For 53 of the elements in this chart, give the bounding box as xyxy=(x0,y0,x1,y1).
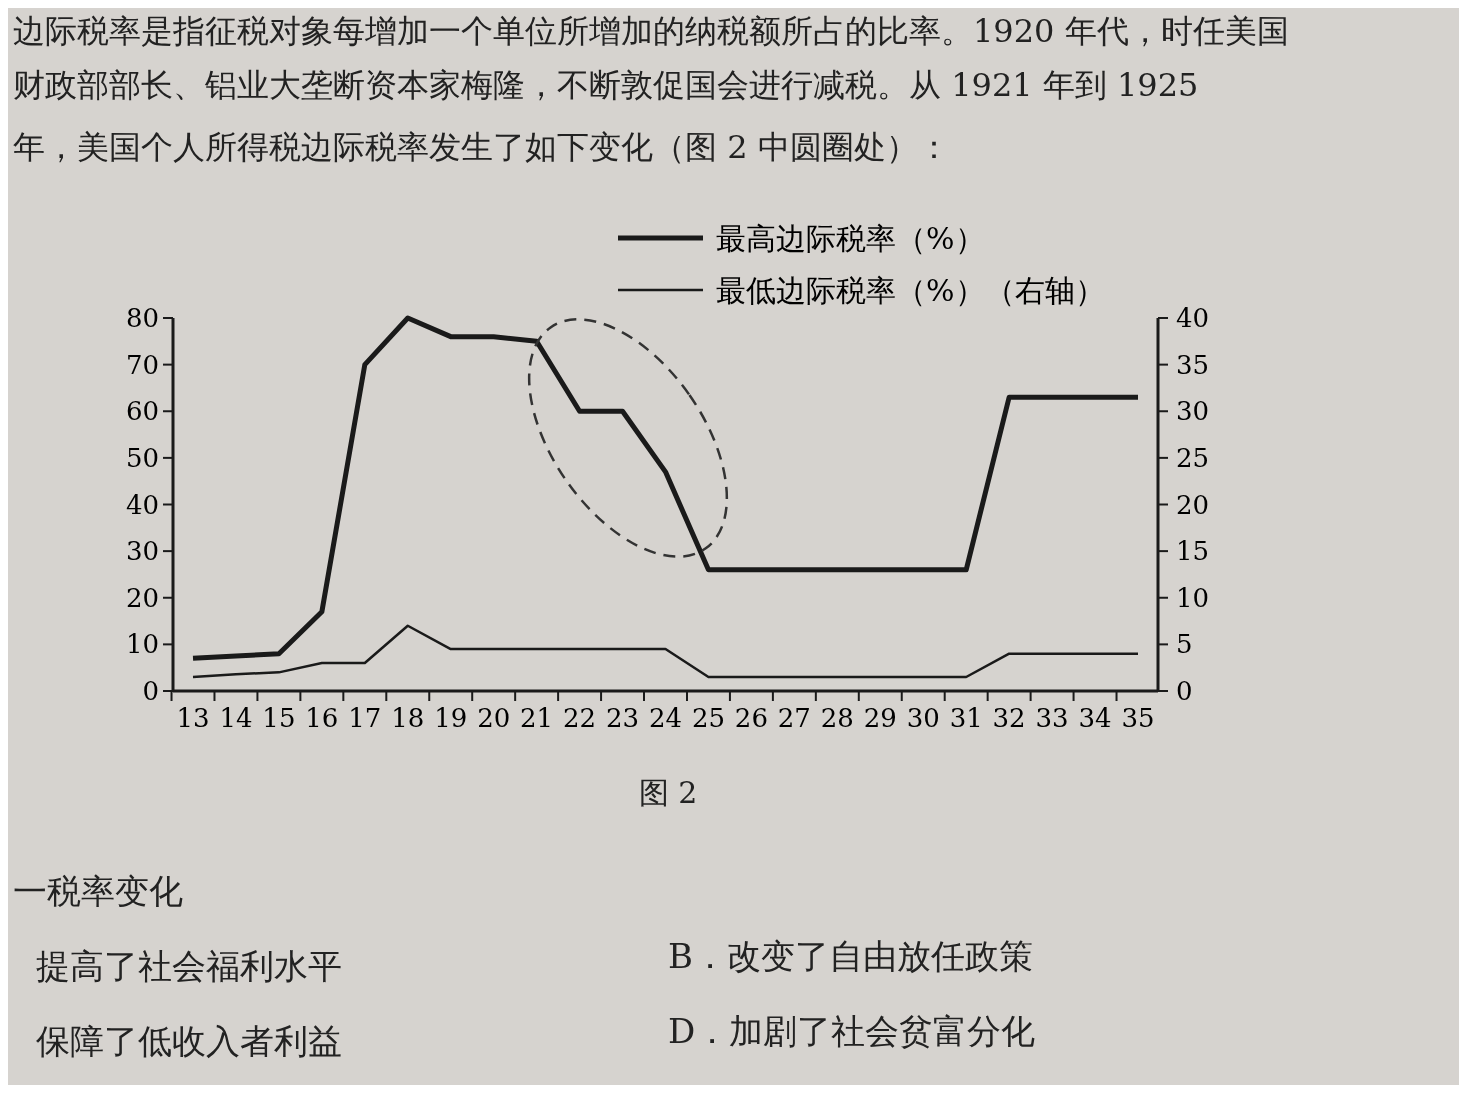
x-tick-label: 13 xyxy=(176,703,210,733)
y2-tick-label: 40 xyxy=(1176,303,1210,334)
y2-tick-label: 15 xyxy=(1176,536,1210,567)
y-tick-label: 70 xyxy=(125,349,159,380)
x-tick-label: 14 xyxy=(219,703,253,733)
y-tick-label: 10 xyxy=(125,629,159,660)
text: D．加剧了社会贫富分化 xyxy=(668,1011,1036,1051)
text: 边际税率是指征税对象每增加一个单位所增加的纳税额所占的比率。1920 年代，时任美国 xyxy=(13,12,1289,50)
x-tick-label: 22 xyxy=(563,703,597,733)
text: 年，美国个人所得税边际税率发生了如下变化（图 2 中圆圈处）： xyxy=(13,128,950,166)
x-tick-label: 21 xyxy=(520,703,554,733)
y-tick-label: 60 xyxy=(125,396,159,427)
x-tick-label: 18 xyxy=(391,703,425,733)
line-series xyxy=(191,624,1140,679)
y-tick-label: 80 xyxy=(125,303,159,334)
y-tick-label: 50 xyxy=(125,442,159,473)
x-tick-label: 17 xyxy=(348,703,382,733)
x-tick-label: 26 xyxy=(734,703,768,733)
x-tick-label: 34 xyxy=(1078,703,1112,733)
x-tick-label: 24 xyxy=(648,703,683,733)
x-tick-label: 19 xyxy=(434,703,468,733)
x-tick-label: 23 xyxy=(606,703,640,733)
y2-tick-label: 10 xyxy=(1176,582,1210,613)
text: 保障了低收入者利益 xyxy=(36,1021,342,1061)
y2-tick-label: 0 xyxy=(1176,676,1193,707)
legend-label: 最高边际税率（%） xyxy=(716,220,985,256)
x-tick-label: 20 xyxy=(477,703,511,733)
y-tick-label: 40 xyxy=(125,489,159,520)
y-tick-label: 20 xyxy=(125,582,159,613)
x-tick-label: 27 xyxy=(777,703,811,733)
x-tick-label: 29 xyxy=(863,703,897,733)
y2-tick-label: 5 xyxy=(1176,629,1193,660)
y-tick-label: 0 xyxy=(142,676,159,707)
caption: 图 2 xyxy=(638,775,698,810)
x-tick-label: 35 xyxy=(1121,703,1155,733)
legend-label: 最低边际税率（%）（右轴） xyxy=(716,272,1105,308)
x-tick-label: 31 xyxy=(949,703,983,733)
text: B．改变了自由放任政策 xyxy=(668,936,1033,976)
x-tick-label: 32 xyxy=(992,703,1026,733)
x-tick-label: 28 xyxy=(820,703,854,733)
x-tick-label: 15 xyxy=(262,703,296,733)
y2-tick-label: 35 xyxy=(1176,349,1210,380)
y-tick-label: 30 xyxy=(125,536,159,567)
y2-tick-label: 30 xyxy=(1176,396,1210,427)
x-tick-label: 16 xyxy=(305,703,339,733)
y2-tick-label: 25 xyxy=(1176,442,1210,473)
x-tick-label: 25 xyxy=(691,703,725,733)
text: 一税率变化 xyxy=(13,871,183,911)
y2-tick-label: 20 xyxy=(1176,489,1210,520)
text: 财政部部长、铝业大垄断资本家梅隆，不断敦促国会进行减税。从 1921 年到 1925 xyxy=(13,66,1199,104)
x-tick-label: 30 xyxy=(906,703,940,733)
x-tick-label: 33 xyxy=(1035,703,1069,733)
text: 提高了社会福利水平 xyxy=(36,946,342,986)
